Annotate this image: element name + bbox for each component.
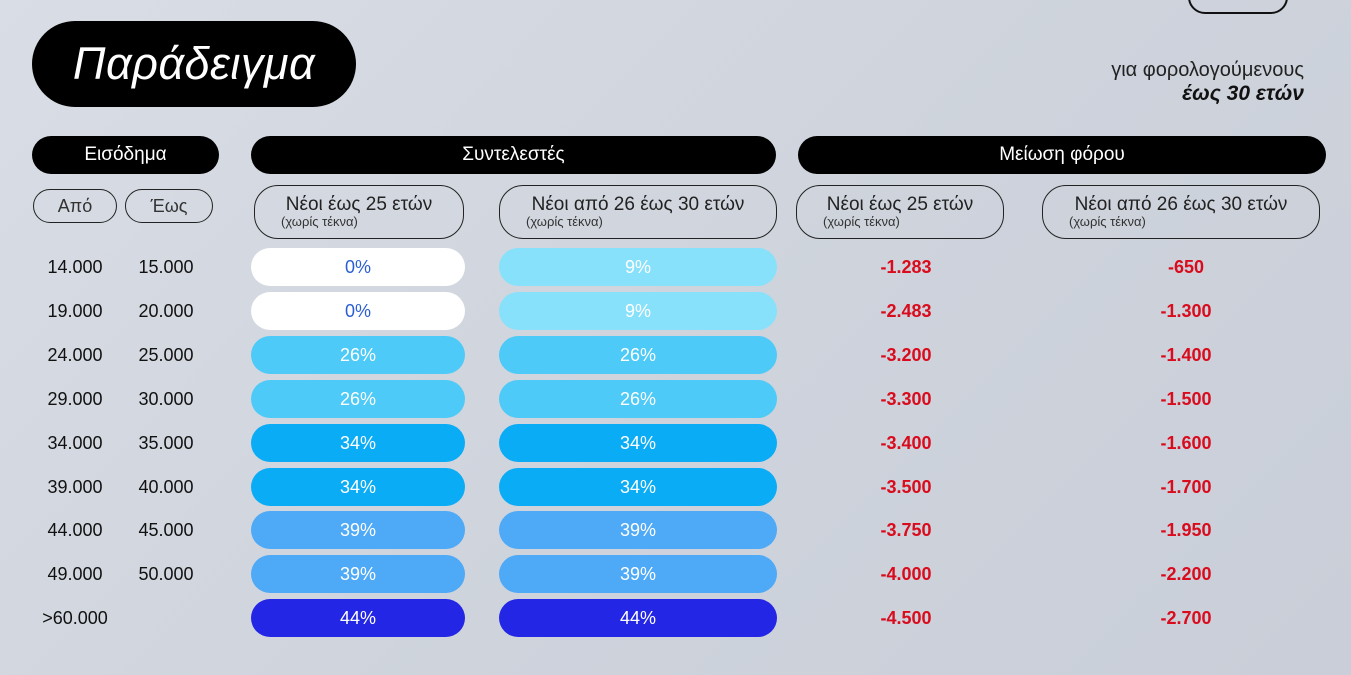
income-to-cell: 40.000	[138, 477, 194, 497]
reduction-cell-young26-30: -1.500	[1160, 389, 1212, 409]
group-note: (χωρίς τέκνα)	[823, 214, 900, 230]
reduction-cell-young26-30: -2.700	[1160, 608, 1212, 628]
income-from-cell: 34.000	[47, 433, 103, 453]
income-to-cell: 15.000	[138, 257, 194, 277]
page-title: Παράδειγμα	[32, 21, 356, 107]
reduction-cell-young26-30: -1.300	[1160, 301, 1212, 321]
rate-badge-young25: 0%	[251, 292, 465, 330]
income-to-label: Έως	[125, 189, 213, 223]
rate-badge-young26-30: 34%	[499, 424, 777, 462]
rate-badge-young26-30: 26%	[499, 336, 777, 374]
income-to-cell: 25.000	[138, 345, 194, 365]
group-note: (χωρίς τέκνα)	[526, 214, 603, 230]
income-from-cell: 44.000	[47, 520, 103, 540]
group-label: Νέοι έως 25 ετών	[826, 194, 974, 216]
reduction-cell-young25: -2.483	[880, 301, 932, 321]
income-from-cell: >60.000	[42, 608, 108, 628]
reduction-cell-young25: -3.500	[880, 477, 932, 497]
income-to-cell: 50.000	[138, 564, 194, 584]
rate-badge-young25: 34%	[251, 424, 465, 462]
corner-pill	[1188, 0, 1288, 14]
rate-badge-young26-30: 34%	[499, 468, 777, 506]
income-to-cell: 35.000	[138, 433, 194, 453]
reduction-cell-young26-30: -1.400	[1160, 345, 1212, 365]
reduction-cell-young25: -4.000	[880, 564, 932, 584]
rate-badge-young25: 34%	[251, 468, 465, 506]
header-rates: Συντελεστές	[251, 136, 776, 174]
income-from-cell: 19.000	[47, 301, 103, 321]
reduction-cell-young25: -4.500	[880, 608, 932, 628]
subtitle: για φορολογούμενους έως 30 ετών	[1030, 58, 1304, 106]
rate-badge-young25: 26%	[251, 336, 465, 374]
subtitle-line1: για φορολογούμενους	[1111, 59, 1304, 81]
reduction-cell-young26-30: -1.600	[1160, 433, 1212, 453]
income-from-cell: 49.000	[47, 564, 103, 584]
rate-badge-young25: 44%	[251, 599, 465, 637]
income-from-cell: 14.000	[47, 257, 103, 277]
group-rates-young25: Νέοι έως 25 ετών (χωρίς τέκνα)	[254, 185, 464, 239]
income-to-cell: 30.000	[138, 389, 194, 409]
rate-badge-young26-30: 44%	[499, 599, 777, 637]
group-label: Νέοι από 26 έως 30 ετών	[531, 194, 745, 216]
group-note: (χωρίς τέκνα)	[1069, 214, 1146, 230]
reduction-cell-young25: -3.400	[880, 433, 932, 453]
reduction-cell-young26-30: -1.950	[1160, 520, 1212, 540]
income-to-cell: 20.000	[138, 301, 194, 321]
income-to-cell: 45.000	[138, 520, 194, 540]
income-from-cell: 24.000	[47, 345, 103, 365]
income-from-cell: 29.000	[47, 389, 103, 409]
group-reduction-young25: Νέοι έως 25 ετών (χωρίς τέκνα)	[796, 185, 1004, 239]
rate-badge-young25: 26%	[251, 380, 465, 418]
group-label: Νέοι έως 25 ετών	[285, 194, 433, 216]
reduction-cell-young26-30: -2.200	[1160, 564, 1212, 584]
header-reduction: Μείωση φόρου	[798, 136, 1326, 174]
group-rates-young26-30: Νέοι από 26 έως 30 ετών (χωρίς τέκνα)	[499, 185, 777, 239]
reduction-cell-young25: -3.750	[880, 520, 932, 540]
rate-badge-young26-30: 9%	[499, 248, 777, 286]
rate-badge-young25: 0%	[251, 248, 465, 286]
reduction-cell-young26-30: -650	[1167, 257, 1205, 277]
reduction-cell-young25: -1.283	[880, 257, 932, 277]
group-label: Νέοι από 26 έως 30 ετών	[1074, 194, 1288, 216]
reduction-cell-young25: -3.200	[880, 345, 932, 365]
header-income: Εισόδημα	[32, 136, 219, 174]
reduction-cell-young25: -3.300	[880, 389, 932, 409]
rate-badge-young26-30: 39%	[499, 555, 777, 593]
rate-badge-young26-30: 26%	[499, 380, 777, 418]
income-to-cell	[111, 599, 221, 637]
group-note: (χωρίς τέκνα)	[281, 214, 358, 230]
subtitle-line2: έως 30 ετών	[1182, 82, 1304, 105]
income-from-label: Από	[33, 189, 117, 223]
rate-badge-young26-30: 39%	[499, 511, 777, 549]
reduction-cell-young26-30: -1.700	[1160, 477, 1212, 497]
income-from-cell: 39.000	[47, 477, 103, 497]
rate-badge-young25: 39%	[251, 511, 465, 549]
rate-badge-young26-30: 9%	[499, 292, 777, 330]
group-reduction-young26-30: Νέοι από 26 έως 30 ετών (χωρίς τέκνα)	[1042, 185, 1320, 239]
rate-badge-young25: 39%	[251, 555, 465, 593]
